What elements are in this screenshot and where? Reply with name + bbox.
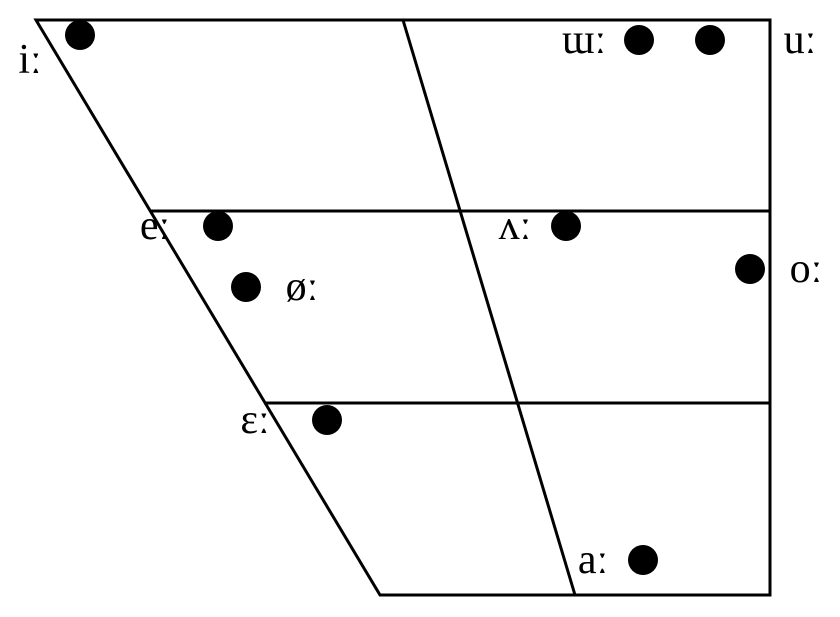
vowel-label-o: oː	[790, 248, 823, 290]
vowel-label-w: ɯː	[562, 19, 606, 61]
chart-svg	[0, 0, 840, 617]
vowel-dot-w	[624, 25, 654, 55]
vowel-chart: iː ɯː uː eː ʌː øː oː ɛː aː	[0, 0, 840, 617]
vowel-label-u: uː	[784, 19, 817, 61]
vowel-dot-eps	[312, 405, 342, 435]
vowel-label-vv: ʌː	[499, 205, 532, 247]
vowel-dot-i	[65, 20, 95, 50]
vowel-dot-a	[628, 545, 658, 575]
vowel-dot-u	[695, 25, 725, 55]
center-line	[403, 20, 575, 595]
vowel-dot-oe	[231, 272, 261, 302]
vowel-label-i: iː	[18, 39, 41, 81]
vowel-label-eps: ɛː	[240, 399, 269, 441]
vowel-label-oe: øː	[286, 266, 319, 308]
vowel-dot-e	[203, 211, 233, 241]
vowel-label-e: eː	[140, 205, 170, 247]
vowel-label-a: aː	[578, 539, 608, 581]
trapezoid-outline	[36, 20, 770, 595]
vowel-dot-vv	[551, 211, 581, 241]
vowel-dot-o	[735, 254, 765, 284]
